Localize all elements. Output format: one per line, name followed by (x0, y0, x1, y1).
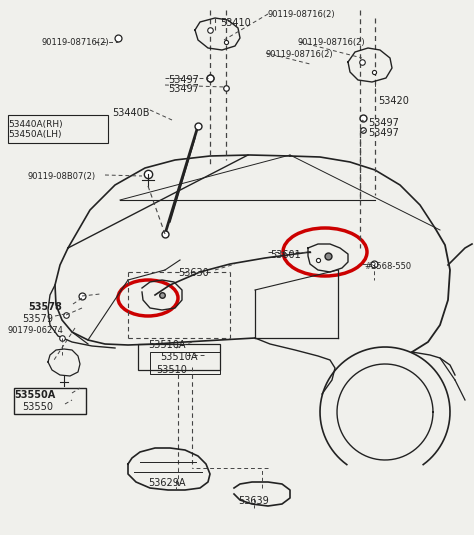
Text: 53410: 53410 (220, 18, 251, 28)
Text: 90119-08716(2): 90119-08716(2) (266, 50, 334, 59)
Text: 53579: 53579 (22, 314, 53, 324)
Text: 53510: 53510 (156, 365, 187, 375)
Text: 53629A: 53629A (148, 478, 185, 488)
Text: 90179-06274: 90179-06274 (8, 326, 64, 335)
Text: 90119-08B07(2): 90119-08B07(2) (28, 172, 96, 181)
Text: 53578: 53578 (28, 302, 62, 312)
Text: 53497: 53497 (168, 75, 199, 85)
Text: 53550: 53550 (22, 402, 53, 412)
Text: 53497: 53497 (368, 128, 399, 138)
Text: 53420: 53420 (378, 96, 409, 106)
Text: 53639: 53639 (238, 496, 269, 506)
Text: 53550A: 53550A (14, 390, 55, 400)
Text: 53440B: 53440B (112, 108, 149, 118)
Text: 53440A(RH): 53440A(RH) (8, 120, 63, 129)
Text: 53510A: 53510A (148, 340, 185, 350)
Text: 53510A: 53510A (160, 352, 198, 362)
Text: 90119-08716(2): 90119-08716(2) (268, 10, 336, 19)
Text: 53601: 53601 (270, 250, 301, 260)
Text: 90119-08716(2): 90119-08716(2) (42, 38, 109, 47)
Text: 53450A(LH): 53450A(LH) (8, 130, 62, 139)
Text: 53497: 53497 (368, 118, 399, 128)
Text: 53630: 53630 (178, 268, 209, 278)
Text: 90119-08716(2): 90119-08716(2) (298, 38, 365, 47)
Text: 53497: 53497 (168, 84, 199, 94)
Text: #3568-550: #3568-550 (364, 262, 411, 271)
